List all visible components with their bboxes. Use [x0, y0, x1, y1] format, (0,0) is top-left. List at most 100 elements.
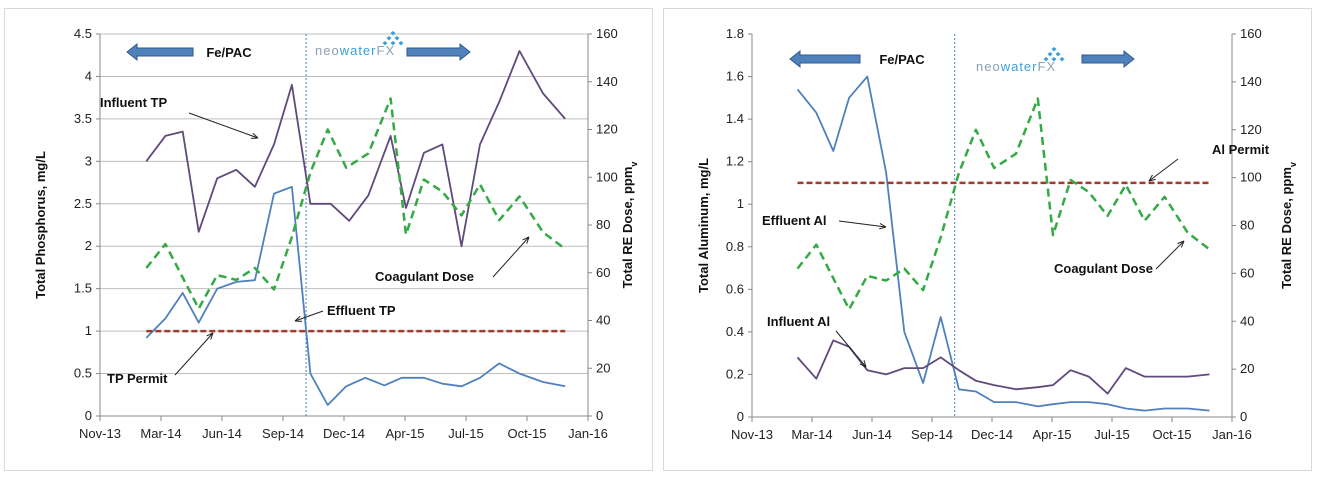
logo-neo: neo: [976, 59, 1001, 74]
phosphorus-chart-svg: 0 0.5 1 1.5 2 2.5 3 3.5 4 4.5 0 20 40 60 80 100 120 140 16…: [33, 26, 639, 441]
annotation-influent: Influent Al: [767, 314, 830, 329]
annotation-arrow-effluent: [294, 310, 324, 322]
logo-fx: FX: [1038, 59, 1057, 74]
y-tick-label: 0.5: [74, 366, 92, 381]
annotation-permit: Al Permit: [1212, 142, 1270, 157]
y-tick-label: 3: [85, 153, 92, 168]
annotation-arrowhead-permit: [1148, 174, 1156, 182]
annotation-arrowhead-influent: [859, 360, 867, 368]
series-line-effluent: [796, 75, 1210, 412]
annotation-arrow-permit: [1148, 158, 1179, 182]
logo-droplet-icon: [386, 36, 392, 41]
y-tick-label: 0: [737, 409, 744, 424]
y-tick-label: 1: [85, 323, 92, 338]
y2-tick-label: 160: [596, 26, 618, 41]
x-tick-label: Oct-15: [507, 426, 546, 441]
x-tick-label: Sep-14: [911, 427, 953, 442]
annotation-arrow-permit: [174, 332, 214, 376]
y-tick-label: 0.8: [726, 239, 744, 254]
y-tick-label: 1.6: [726, 69, 744, 84]
y-tick-label: 2: [85, 238, 92, 253]
y-tick-label: 0.2: [726, 366, 744, 381]
y2-axis-title: Total RE Dose, ppmv: [1279, 162, 1298, 289]
logo-neo: neo: [315, 43, 340, 58]
fe-pac-arrow: [789, 49, 861, 69]
logo-droplet-icon: [1047, 52, 1053, 57]
x-tick-label: Apr-15: [1032, 427, 1071, 442]
x-tick-label: Mar-14: [140, 426, 181, 441]
x-tick-label: Mar-14: [791, 427, 832, 442]
x-tick-label: Sep-14: [262, 426, 304, 441]
y-axis-title: Total Phosphorus, mg/L: [33, 151, 48, 299]
y-tick-label: 1.4: [726, 111, 744, 126]
annotation-arrowhead-influent: [250, 132, 259, 139]
annotation-arrow-influent: [835, 330, 867, 368]
annotation-arrow-influent: [188, 112, 259, 139]
logo-droplet-icon: [1055, 52, 1061, 57]
y-tick-label: 1.2: [726, 154, 744, 169]
y-tick-label: 3.5: [74, 111, 92, 126]
annotation-arrowhead-dose: [522, 236, 530, 244]
x-tick-label: Jul-15: [448, 426, 483, 441]
annotation-arrowhead-dose: [1177, 240, 1185, 248]
x-tick-label: Jan-16: [568, 426, 608, 441]
y2-tick-label: 100: [1240, 170, 1262, 185]
annotation-arrow-dose: [1155, 240, 1185, 270]
y2-axis-title-subscript: v: [1288, 162, 1298, 167]
series-line-influent: [796, 339, 1210, 395]
y-tick-label: 0.6: [726, 281, 744, 296]
y2-axis-title-subscript: v: [629, 162, 639, 167]
annotation-arrow-effluent: [838, 220, 887, 228]
x-tick-label: Jun-14: [202, 426, 242, 441]
y-tick-label: 1.5: [74, 281, 92, 296]
y-tick-label: 1: [737, 196, 744, 211]
logo-water: water: [339, 43, 377, 58]
logo-droplet-icon: [390, 41, 396, 46]
annotation-arrowhead-permit: [206, 332, 214, 340]
x-tick-label: Jun-14: [852, 427, 892, 442]
y2-tick-label: 160: [1240, 26, 1262, 41]
y2-tick-label: 80: [596, 217, 610, 232]
x-tick-label: Jan-16: [1212, 427, 1252, 442]
aluminum-chart: 0 0.2 0.4 0.6 0.8 1 1.2 1.4 1.6 1.8 0 20 40 60 80 100 12…: [663, 8, 1312, 471]
neowaterfx-arrow: [1081, 49, 1135, 69]
y2-axis-title: Total RE Dose, ppmv: [620, 162, 639, 289]
logo-droplet-icon: [1043, 57, 1049, 62]
x-tick-label: Jul-15: [1094, 427, 1129, 442]
y2-tick-label: 20: [596, 360, 610, 375]
x-tick-label: Nov-13: [731, 427, 773, 442]
x-tick-label: Dec-14: [323, 426, 365, 441]
annotation-influent: Influent TP: [100, 95, 167, 110]
x-tick-label: Dec-14: [971, 427, 1013, 442]
y2-tick-label: 0: [596, 408, 603, 423]
y2-tick-label: 20: [1240, 361, 1254, 376]
logo-droplet-icon: [394, 36, 400, 41]
y-tick-label: 4.5: [74, 26, 92, 41]
x-tick-label: Nov-13: [79, 426, 121, 441]
fe-pac-arrow: [126, 42, 194, 62]
logo-droplet-icon: [390, 31, 396, 36]
neowaterfx-arrow: [406, 42, 471, 62]
y2-tick-label: 40: [1240, 313, 1254, 328]
y2-tick-label: 60: [1240, 265, 1254, 280]
y2-tick-label: 140: [1240, 74, 1262, 89]
annotation-arrow-dose: [492, 236, 530, 278]
neowaterfx-logo: neowaterFX: [976, 59, 1056, 74]
y2-tick-label: 40: [596, 313, 610, 328]
y2-tick-label: 0: [1240, 409, 1247, 424]
annotation-effluent: Effluent TP: [327, 303, 396, 318]
annotation-dose: Coagulant Dose: [1054, 261, 1153, 276]
annotation-effluent: Effluent Al: [762, 213, 827, 228]
annotation-dose: Coagulant Dose: [375, 269, 474, 284]
logo-fx: FX: [377, 43, 396, 58]
y2-tick-label: 120: [596, 122, 618, 137]
x-tick-label: Oct-15: [1152, 427, 1191, 442]
phosphorus-chart: 0 0.5 1 1.5 2 2.5 3 3.5 4 4.5 0 20 40 60 80 100 120 140 16…: [4, 8, 653, 471]
fe-pac-label: Fe/PAC: [879, 52, 925, 67]
annotation-permit: TP Permit: [107, 371, 168, 386]
logo-droplet-icon: [398, 41, 404, 46]
neowaterfx-logo: neowaterFX: [315, 43, 395, 58]
logo-droplet-icon: [1051, 47, 1057, 52]
series-line-dose: [145, 97, 566, 310]
logo-droplet-icon: [382, 41, 388, 46]
